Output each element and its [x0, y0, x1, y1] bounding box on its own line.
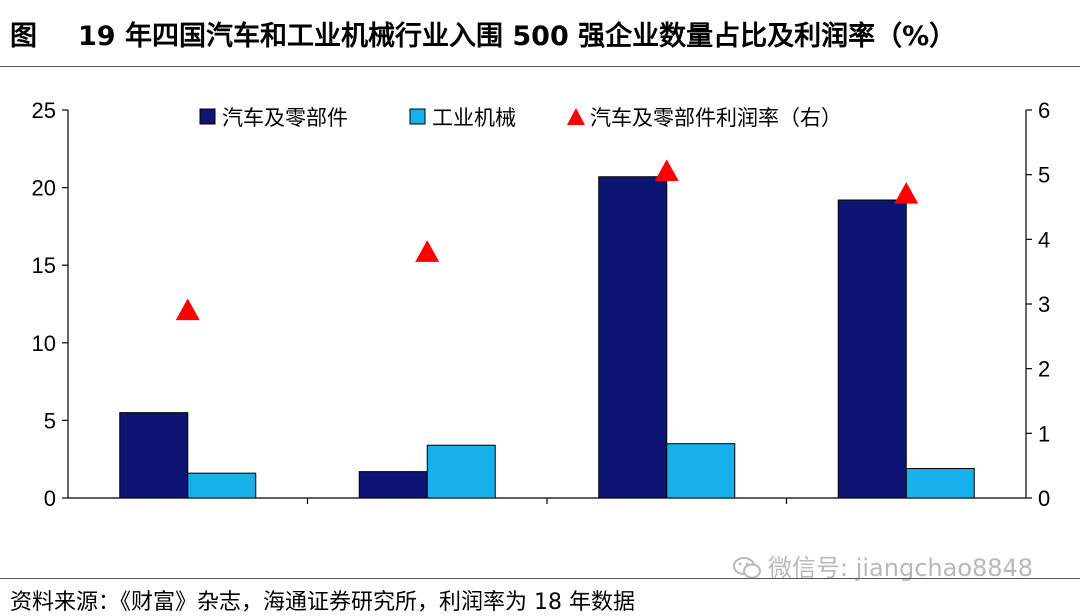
margin-marker: [415, 240, 440, 262]
legend-auto-swatch: [199, 108, 216, 125]
right-tick-label: 2: [1038, 357, 1050, 382]
right-tick-label: 4: [1038, 227, 1050, 252]
bar-machinery: [666, 443, 736, 499]
chart: 05101520250123456中国美国德国日本 汽车及零部件工业机械汽车及零…: [32, 98, 1051, 510]
bar-auto: [119, 412, 189, 499]
top-divider: [0, 66, 1080, 67]
right-tick-label: 6: [1038, 98, 1050, 123]
chart-legend: 汽车及零部件 工业机械 汽车及零部件利润率（右）: [199, 106, 842, 130]
left-tick-label: 20: [32, 176, 56, 201]
watermark-text: 微信号: jiangchao8848: [768, 554, 1034, 582]
legend-margin-label: 汽车及零部件利润率（右）: [590, 106, 842, 130]
chart-markers: [175, 159, 919, 321]
bar-auto: [598, 176, 668, 499]
chart-bars: [119, 176, 975, 499]
right-tick-label: 3: [1038, 292, 1050, 317]
bar-machinery: [187, 472, 257, 499]
left-tick-label: 0: [44, 486, 56, 510]
figure-label: 图: [10, 21, 37, 52]
legend-margin-swatch: [567, 108, 585, 125]
left-tick-label: 5: [44, 408, 56, 433]
right-tick-label: 5: [1038, 163, 1050, 188]
bottom-divider: [0, 578, 1080, 579]
margin-marker: [175, 298, 200, 321]
bar-machinery: [426, 444, 496, 499]
left-tick-label: 15: [32, 253, 56, 278]
right-tick-label: 1: [1038, 421, 1050, 446]
margin-marker: [654, 159, 679, 182]
bar-auto: [837, 199, 907, 499]
legend-machinery-swatch: [409, 108, 426, 125]
bar-auto: [358, 471, 428, 499]
wechat-icon: [733, 557, 761, 579]
margin-marker: [894, 182, 919, 204]
left-tick-label: 10: [32, 331, 56, 356]
right-tick-label: 0: [1038, 486, 1050, 510]
left-tick-label: 25: [32, 98, 56, 123]
legend-machinery-label: 工业机械: [432, 106, 516, 130]
watermark: 微信号: jiangchao8848: [732, 548, 1033, 583]
source-note: 资料来源：《财富》杂志，海通证券研究所，利润率为 18 年数据: [10, 590, 635, 615]
legend-auto-label: 汽车及零部件: [222, 106, 348, 130]
bar-machinery: [905, 468, 975, 499]
title-bar: 图 19 年四国汽车和工业机械行业入围 500 强企业数量占比及利润率（%）: [0, 0, 1080, 62]
chart-title: 19 年四国汽车和工业机械行业入围 500 强企业数量占比及利润率（%）: [78, 21, 957, 52]
